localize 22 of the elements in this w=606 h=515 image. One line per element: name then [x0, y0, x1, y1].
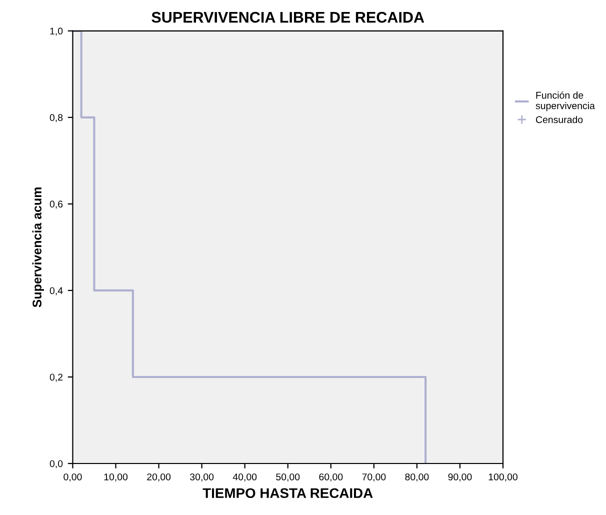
y-axis-title: Supervivencia acum [32, 188, 44, 308]
y-tick-label: 0,8 [50, 114, 63, 122]
x-tick-label: 40,00 [232, 473, 257, 482]
y-tick-label: 0,0 [50, 460, 63, 468]
y-tick-label: 0,2 [50, 374, 63, 382]
y-tick-label: 1,0 [50, 28, 63, 36]
x-tick-label: 90,00 [448, 473, 472, 482]
legend-label: Función de supervivencia [536, 91, 595, 112]
x-tick-label: 30,00 [190, 473, 214, 482]
x-tick-label: 70,00 [362, 473, 386, 482]
x-tick-label: 80,00 [405, 473, 429, 482]
chart-title: SUPERVIVENCIA LIBRE DE RECAIDA [152, 12, 424, 23]
x-tick-label: 10,00 [104, 473, 128, 482]
x-tick-label: 60,00 [319, 473, 343, 482]
y-tick-label: 0,6 [50, 200, 63, 209]
x-axis-title: TIEMPO HASTA RECAIDA [202, 488, 373, 498]
legend-label: Censurado [536, 116, 583, 124]
x-tick-label: 20,00 [147, 473, 171, 482]
x-tick-label: 50,00 [276, 473, 300, 482]
x-tick-label: 0,00 [64, 473, 82, 482]
y-tick-label: 0,4 [50, 287, 63, 296]
x-tick-label: 100,00 [488, 473, 518, 482]
